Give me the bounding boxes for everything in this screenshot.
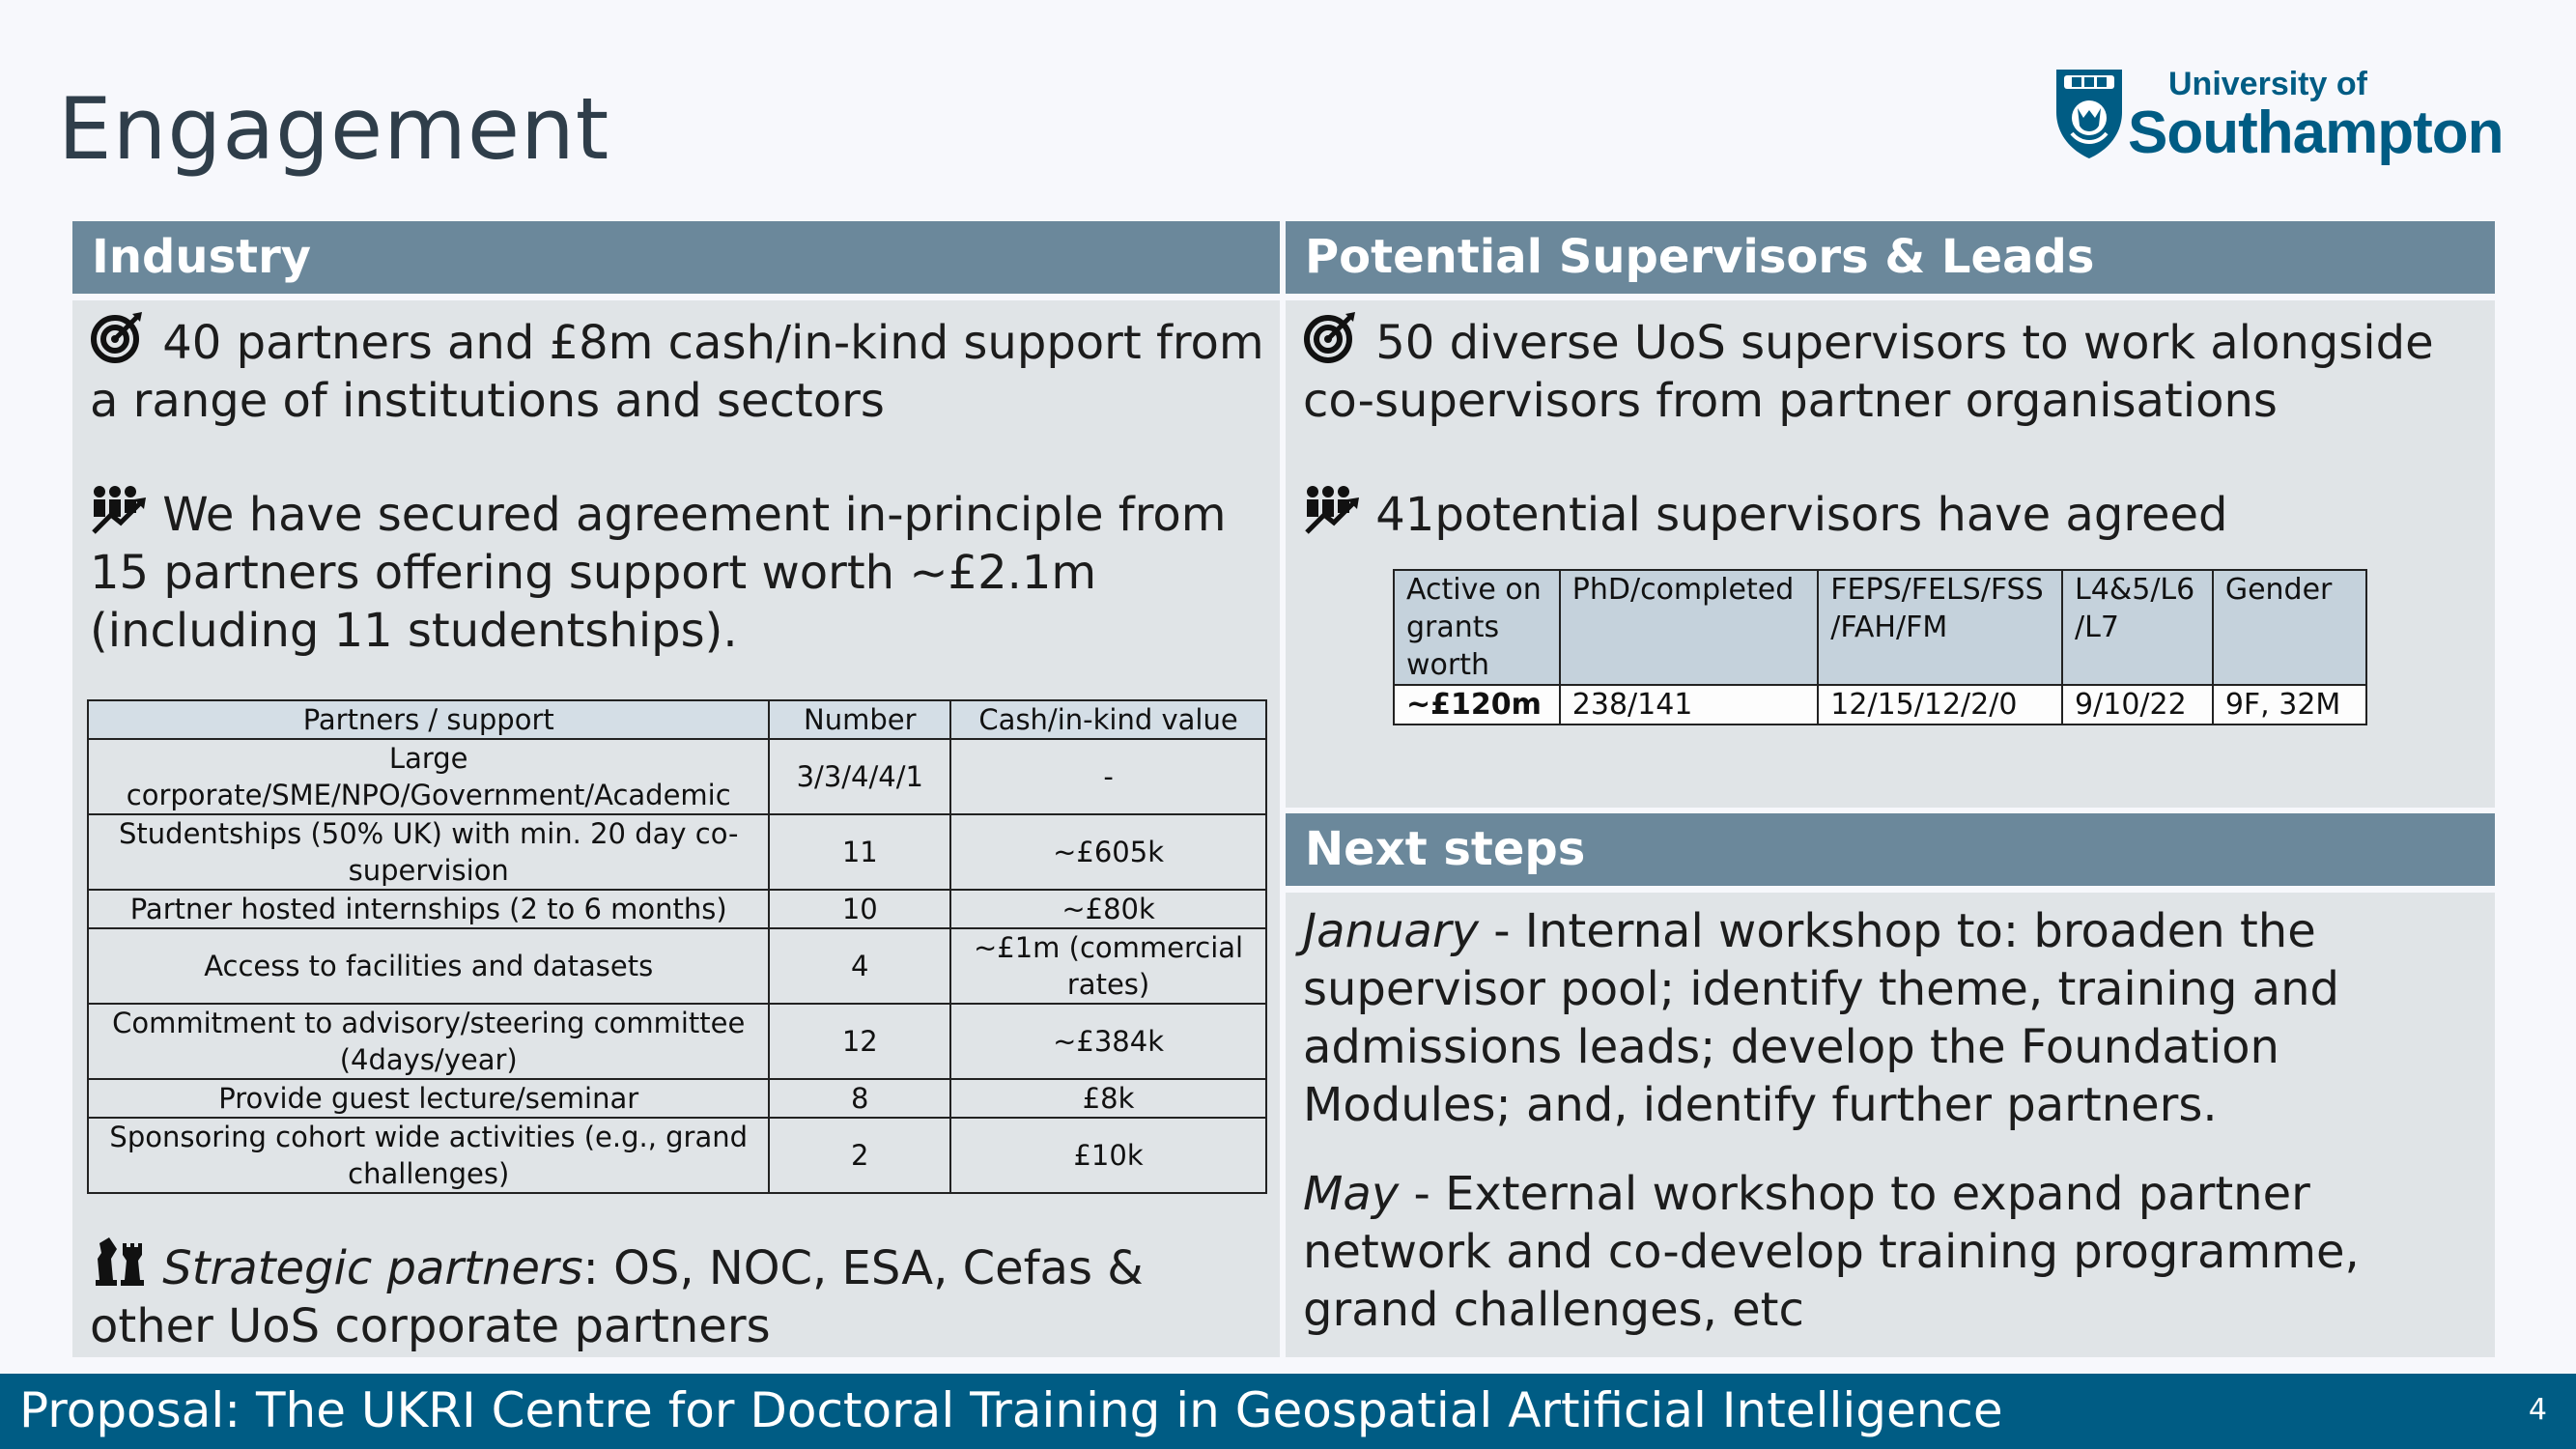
table-cell: £8k [949, 1078, 1267, 1119]
table-row: Access to facilities and datasets 4 ~£1m… [86, 927, 1267, 1005]
table-cell: Studentships (50% UK) with min. 20 day c… [86, 813, 771, 891]
table-header-cell: L4&5/L6 /L7 [2061, 569, 2214, 686]
supervisors-table: Active on grants worth PhD/completed FEP… [1393, 569, 2368, 725]
january-text: - Internal workshop to: broaden the supe… [1303, 904, 2339, 1132]
table-header-cell: Active on grants worth [1393, 569, 1561, 686]
industry-point2: We have secured agreement in-principle f… [90, 482, 1268, 660]
industry-heading: Industry [72, 221, 1280, 294]
table-cell: ~£120m [1393, 684, 1561, 725]
table-cell: 4 [768, 927, 952, 1005]
logo-line2: Southampton [2128, 99, 2504, 166]
logo-line1: University of [2168, 66, 2367, 102]
industry-point2-text: We have secured agreement in-principle f… [90, 488, 1227, 658]
target-icon [1303, 310, 1361, 364]
table-cell: ~£605k [949, 813, 1267, 891]
industry-point1-text: 40 partners and £8m cash/in-kind support… [90, 316, 1264, 428]
supervisors-point2: 41potential supervisors have agreed [1303, 482, 2486, 544]
table-header-row: Partners / support Number Cash/in-kind v… [86, 699, 1267, 740]
table-header-cell: Number [768, 699, 952, 740]
table-cell: 10 [768, 889, 952, 929]
next-steps-heading: Next steps [1286, 813, 2495, 886]
table-header-cell: Gender [2211, 569, 2368, 686]
strategic-partners: Strategic partners: OS, NOC, ESA, Cefas … [90, 1236, 1268, 1355]
supervisors-heading: Potential Supervisors & Leads [1286, 221, 2495, 294]
page-number: 4 [2528, 1393, 2547, 1427]
table-row: ~£120m 238/141 12/15/12/2/0 9/10/22 9F, … [1393, 684, 2368, 725]
university-crest-icon [2056, 70, 2122, 158]
partners-table: Partners / support Number Cash/in-kind v… [86, 699, 1267, 1194]
table-header-row: Active on grants worth PhD/completed FEP… [1393, 569, 2368, 686]
university-logo: University of Southampton [2052, 64, 2504, 166]
next-steps-may: May - External workshop to expand partne… [1303, 1165, 2486, 1339]
table-header-cell: PhD/completed [1558, 569, 1820, 686]
people-growth-icon [1303, 482, 1361, 536]
table-header-cell: FEPS/FELS/FSS /FAH/FM [1817, 569, 2064, 686]
table-row: Partner hosted internships (2 to 6 month… [86, 889, 1267, 929]
may-label: May [1303, 1167, 1400, 1221]
chess-icon [90, 1236, 148, 1290]
january-label: January [1303, 904, 1479, 958]
table-cell: 3/3/4/4/1 [768, 738, 952, 815]
table-cell: ~£384k [949, 1003, 1267, 1080]
next-steps-panel [1286, 893, 2495, 1357]
table-row: Provide guest lecture/seminar 8 £8k [86, 1078, 1267, 1119]
table-cell: 2 [768, 1117, 952, 1194]
table-row: Commitment to advisory/steering committe… [86, 1003, 1267, 1080]
table-cell: Sponsoring cohort wide activities (e.g.,… [86, 1117, 771, 1194]
may-text: - External workshop to expand partner ne… [1303, 1167, 2360, 1337]
table-cell: 238/141 [1558, 684, 1820, 725]
people-growth-icon [90, 482, 148, 536]
footer-bar: Proposal: The UKRI Centre for Doctoral T… [0, 1374, 2576, 1449]
table-row: Studentships (50% UK) with min. 20 day c… [86, 813, 1267, 891]
table-cell: - [949, 738, 1267, 815]
page-title: Engagement [58, 79, 610, 179]
strategic-partners-text: : OS, NOC, ESA, Cefas & other UoS corpor… [90, 1241, 1144, 1353]
table-cell: £10k [949, 1117, 1267, 1194]
table-cell: Large corporate/SME/NPO/Government/Acade… [86, 738, 771, 815]
table-cell: 9F, 32M [2211, 684, 2368, 725]
strategic-partners-label: Strategic partners [162, 1241, 583, 1295]
table-cell: 12/15/12/2/0 [1817, 684, 2064, 725]
table-row: Sponsoring cohort wide activities (e.g.,… [86, 1117, 1267, 1194]
supervisors-point2-text: 41potential supervisors have agreed [1375, 488, 2228, 542]
table-cell: Access to facilities and datasets [86, 927, 771, 1005]
footer-title: Proposal: The UKRI Centre for Doctoral T… [19, 1382, 2003, 1438]
table-cell: ~£1m (commercial rates) [949, 927, 1267, 1005]
target-icon [90, 310, 148, 364]
table-header-cell: Cash/in-kind value [949, 699, 1267, 740]
industry-point1: 40 partners and £8m cash/in-kind support… [90, 310, 1268, 430]
table-cell: 9/10/22 [2061, 684, 2214, 725]
table-row: Large corporate/SME/NPO/Government/Acade… [86, 738, 1267, 815]
table-cell: 8 [768, 1078, 952, 1119]
supervisors-point1: 50 diverse UoS supervisors to work along… [1303, 310, 2486, 430]
table-header-cell: Partners / support [86, 699, 771, 740]
table-cell: ~£80k [949, 889, 1267, 929]
supervisors-point1-text: 50 diverse UoS supervisors to work along… [1303, 316, 2434, 428]
table-cell: 11 [768, 813, 952, 891]
table-cell: Provide guest lecture/seminar [86, 1078, 771, 1119]
next-steps-january: January - Internal workshop to: broaden … [1303, 902, 2486, 1134]
table-cell: Commitment to advisory/steering committe… [86, 1003, 771, 1080]
table-cell: Partner hosted internships (2 to 6 month… [86, 889, 771, 929]
table-cell: 12 [768, 1003, 952, 1080]
